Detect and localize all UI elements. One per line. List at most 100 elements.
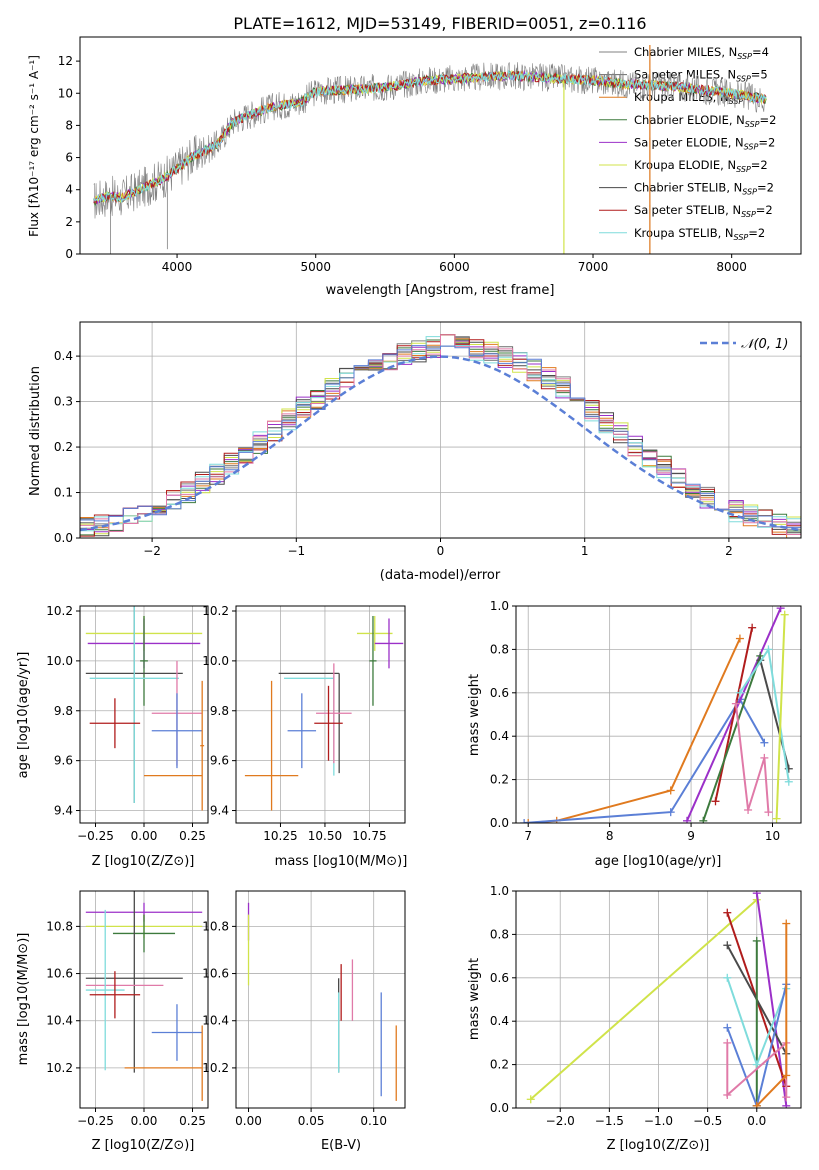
y-tick-label: 9.8 (54, 704, 73, 718)
y-tick-label: 6 (65, 151, 73, 165)
histogram-step-series (80, 345, 801, 528)
x-tick-label: 7 (524, 829, 532, 843)
y-tick-label: 10.8 (202, 919, 229, 933)
x-tick-label: 0.25 (179, 1114, 206, 1128)
y-tick-label: 10.8 (46, 919, 73, 933)
x-tick-label: 10.75 (352, 829, 386, 843)
y-tick-label: 0.4 (490, 729, 509, 743)
legend-label: Kroupa ELODIE, NSSP=2 (634, 158, 768, 174)
mass-weight-vs-metallicity-panel: Z [log10(Z/Z⊙)] mass weight −2.0 −1.5 −1.0… (467, 884, 802, 1153)
x-tick-label: 0.00 (131, 1114, 158, 1128)
x-tick-label: 0.0 (747, 1114, 766, 1128)
mass-vs-metallicity-panel: Z [log10(Z/Z⊙)] mass [log10(M/M⊙)] −0.25… (16, 890, 209, 1153)
y-tick-label: 10.2 (46, 1061, 73, 1075)
legend-label: Salpeter STELIB, NSSP=2 (634, 203, 773, 219)
spectrum-xlabel: wavelength [Angstrom, rest frame] (326, 283, 555, 298)
mw-z-ylabel: mass weight (467, 958, 482, 1040)
histogram-ylabel: Normed distribution (28, 366, 43, 496)
errorbar-point (374, 618, 404, 669)
y-tick-label: 0.6 (490, 686, 509, 700)
y-tick-label: 0.0 (490, 1101, 509, 1115)
x-tick-label: 7000 (578, 260, 609, 274)
y-tick-label: 0.6 (490, 971, 509, 985)
x-tick-label: −0.5 (693, 1114, 722, 1128)
spectrum-panel: wavelength [Angstrom, rest frame] Flux [… (27, 36, 802, 298)
errorbar-point (287, 693, 317, 769)
age-vs-metallicity-panel: Z [log10(Z/Z⊙)] age [log10(age/yr)] −0.2… (16, 604, 209, 869)
mass-weight-series-line (702, 655, 762, 822)
legend-label: Chabrier ELODIE, NSSP=2 (634, 113, 776, 129)
y-tick-label: 0.4 (490, 1014, 509, 1028)
mw-age-ylabel: mass weight (467, 674, 482, 756)
mw-age-xlabel: age [log10(age/yr)] (595, 854, 722, 869)
mass-weight-series-line (530, 898, 758, 1101)
x-tick-label: −1 (287, 544, 305, 558)
plot-area (520, 606, 793, 823)
x-tick-label: 0 (437, 544, 445, 558)
mass-vs-extinction-panel: E(B-V) 0.00 0.05 0.10 10.2 10.4 10.6 10.8 (202, 890, 406, 1153)
plot-area (93, 45, 767, 254)
y-tick-label: 10 (58, 86, 73, 100)
y-tick-label: 0 (65, 247, 73, 261)
y-tick-label: 8 (65, 118, 73, 132)
plot-area (80, 334, 801, 538)
spectrum-model-line (93, 70, 767, 205)
axes-frame (235, 890, 406, 1109)
mass-weight-vs-age-panel: age [log10(age/yr)] mass weight 7 8 9 10 0.0… (467, 599, 802, 869)
spectrum-ylabel: Flux [fλ10⁻¹⁷ erg cm⁻² s⁻¹ A⁻¹] (27, 55, 41, 237)
x-tick-label: 8 (606, 829, 614, 843)
y-tick-label: 0.0 (490, 816, 509, 830)
y-tick-label: 0.0 (54, 531, 73, 545)
x-tick-label: 0.25 (179, 829, 206, 843)
plot-area (85, 606, 205, 811)
y-tick-label: 9.4 (54, 804, 73, 818)
y-tick-label: 10.2 (202, 1061, 229, 1075)
mass-z-xlabel: Z [log10(Z/Z⊙)] (92, 1138, 195, 1153)
y-tick-label: 0.8 (490, 927, 509, 941)
plot-area (244, 615, 404, 811)
spectrum-model-line (93, 70, 767, 208)
y-tick-label: 9.8 (210, 704, 229, 718)
errorbar-point (369, 615, 377, 706)
x-tick-label: −1.0 (644, 1114, 673, 1128)
x-tick-label: 2 (725, 544, 733, 558)
plot-area (526, 891, 791, 1108)
y-tick-label: 4 (65, 183, 73, 197)
x-tick-label: 8000 (716, 260, 747, 274)
histogram-xlabel: (data-model)/error (380, 568, 501, 583)
y-tick-label: 2 (65, 215, 73, 229)
y-tick-label: 0.3 (54, 395, 73, 409)
mw-z-xlabel: Z [log10(Z/Z⊙)] (607, 1138, 710, 1153)
errorbar-point (85, 891, 183, 1073)
errorbar-point (314, 685, 343, 761)
errorbar-point (316, 663, 352, 764)
y-tick-label: 10.0 (46, 654, 73, 668)
mass-z-ylabel: mass [log10(M/M⊙)] (16, 933, 31, 1066)
errorbar-point (89, 971, 141, 1019)
reference-curve-legend-label: 𝒩(0, 1) (741, 337, 788, 352)
histogram-legend: 𝒩(0, 1) (700, 337, 788, 352)
x-tick-label: 10.25 (263, 829, 297, 843)
x-tick-label: −1.5 (595, 1114, 624, 1128)
y-tick-label: 0.2 (490, 1058, 509, 1072)
errorbar-point (140, 615, 148, 706)
errorbar-point (85, 909, 125, 1071)
mass-weight-series-line (775, 614, 786, 819)
y-tick-label: 10.4 (202, 1014, 229, 1028)
y-tick-label: 9.6 (210, 754, 229, 768)
mass-weight-series-line (734, 703, 770, 813)
errorbar-point (151, 1004, 203, 1061)
residual-histogram-panel: (data-model)/error Normed distribution 𝒩… (28, 321, 802, 583)
x-tick-label: 6000 (439, 260, 470, 274)
y-tick-label: 10.2 (46, 604, 73, 618)
x-tick-label: 0.00 (131, 829, 158, 843)
reference-gaussian-curve (80, 355, 801, 532)
histogram-step-series (80, 334, 801, 535)
y-tick-label: 0.2 (54, 440, 73, 454)
legend-label: Chabrier STELIB, NSSP=2 (634, 181, 774, 197)
mass-weight-series-line (528, 638, 741, 823)
spectrum-model-line (93, 69, 767, 203)
mass-weight-series-line (714, 627, 754, 802)
x-tick-label: 1 (581, 544, 589, 558)
y-tick-label: 0.2 (490, 773, 509, 787)
